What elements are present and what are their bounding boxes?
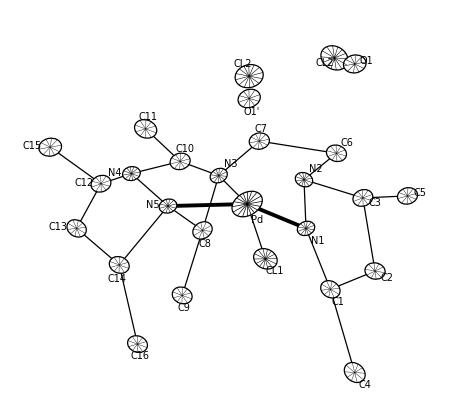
Text: C1: C1: [331, 296, 344, 306]
Text: O1: O1: [359, 56, 373, 66]
Ellipse shape: [135, 120, 157, 139]
Ellipse shape: [159, 200, 177, 213]
Ellipse shape: [249, 134, 269, 150]
Text: C7: C7: [255, 124, 268, 134]
Text: C15: C15: [22, 141, 42, 151]
Ellipse shape: [365, 263, 385, 279]
Ellipse shape: [232, 192, 262, 217]
Ellipse shape: [295, 173, 313, 188]
Ellipse shape: [109, 257, 129, 274]
Ellipse shape: [67, 220, 86, 237]
Ellipse shape: [238, 90, 260, 109]
Ellipse shape: [39, 139, 62, 157]
Text: N2: N2: [309, 164, 322, 174]
Text: Pd: Pd: [251, 215, 264, 225]
Ellipse shape: [327, 146, 346, 162]
Text: C13: C13: [49, 222, 68, 232]
Text: C2: C2: [381, 273, 394, 282]
Ellipse shape: [123, 167, 140, 181]
Text: C11: C11: [138, 112, 157, 122]
Text: N3: N3: [224, 159, 237, 169]
Text: C16: C16: [130, 351, 149, 360]
Text: CL1: CL1: [265, 266, 283, 275]
Text: N4: N4: [109, 167, 122, 177]
Ellipse shape: [321, 281, 340, 298]
Ellipse shape: [235, 65, 263, 89]
Ellipse shape: [254, 249, 277, 269]
Ellipse shape: [170, 154, 190, 170]
Text: C12: C12: [74, 177, 93, 187]
Text: O1': O1': [243, 107, 259, 117]
Text: C10: C10: [175, 144, 194, 154]
Ellipse shape: [321, 47, 348, 71]
Ellipse shape: [398, 188, 418, 205]
Ellipse shape: [297, 222, 315, 236]
Text: N1: N1: [310, 235, 324, 245]
Text: C8: C8: [198, 239, 211, 249]
Ellipse shape: [91, 176, 111, 193]
Ellipse shape: [193, 222, 212, 239]
Ellipse shape: [344, 362, 365, 383]
Ellipse shape: [172, 287, 192, 304]
Text: C5: C5: [413, 188, 426, 197]
Text: C9: C9: [178, 302, 191, 312]
Text: CL2: CL2: [234, 59, 252, 69]
Ellipse shape: [353, 190, 373, 207]
Text: C3: C3: [369, 198, 382, 207]
Ellipse shape: [210, 169, 228, 183]
Ellipse shape: [344, 56, 366, 74]
Text: C14: C14: [108, 273, 127, 283]
Text: N5: N5: [146, 200, 159, 209]
Ellipse shape: [128, 336, 147, 353]
Text: C6: C6: [340, 138, 353, 147]
Text: C4: C4: [358, 379, 371, 389]
Text: CL2': CL2': [315, 58, 336, 68]
